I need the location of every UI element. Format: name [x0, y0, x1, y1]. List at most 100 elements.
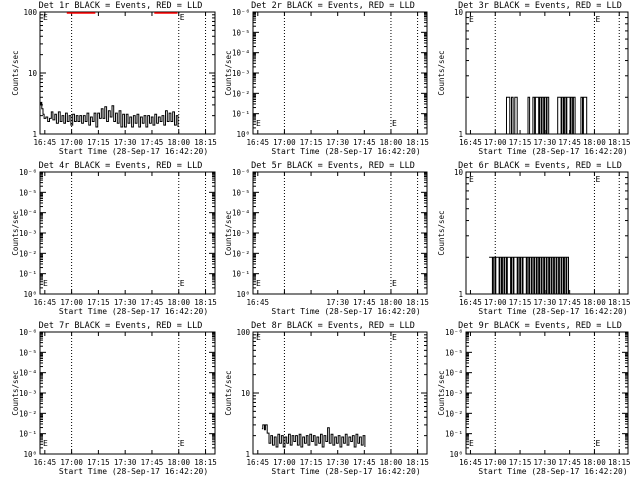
error-marker-icon: E: [180, 439, 185, 448]
y-tick-label: 10⁻⁴: [232, 49, 250, 58]
error-marker-icon: E: [256, 279, 261, 288]
error-marker-icon: E: [392, 119, 397, 128]
error-marker-icon: E: [392, 279, 397, 288]
error-marker-icon: E: [469, 175, 474, 184]
y-tick-label: 10: [241, 389, 251, 398]
x-tick-label: 18:15: [406, 298, 429, 307]
panel-title: Det 8r BLACK = Events, RED = LLD: [251, 321, 415, 331]
x-tick-label: 18:15: [406, 138, 429, 147]
panel-title: Det 3r BLACK = Events, RED = LLD: [458, 1, 622, 11]
y-axis-label: Counts/sec: [437, 210, 446, 255]
y-tick-label: 10⁻⁶: [19, 168, 37, 177]
x-tick-label: 16:45: [459, 138, 482, 147]
error-marker-icon: E: [256, 119, 261, 128]
x-tick-label: 17:45: [353, 138, 376, 147]
events-series-line: [505, 96, 588, 135]
y-axis-label: Counts/sec: [437, 50, 446, 95]
y-tick-label: 10⁻⁴: [19, 209, 37, 218]
x-tick-label: 18:00: [167, 138, 190, 147]
x-tick-label: 17:00: [273, 458, 296, 467]
y-tick-label: 1: [32, 130, 37, 139]
error-marker-icon: E: [392, 333, 397, 342]
error-marker-icon: E: [469, 439, 474, 448]
x-tick-label: 17:00: [484, 138, 507, 147]
x-tick-label: 16:45: [459, 458, 482, 467]
x-tick-label: 18:15: [194, 458, 217, 467]
events-series-line: [40, 101, 179, 128]
x-tick-label: 17:30: [534, 138, 557, 147]
error-marker-icon: E: [469, 15, 474, 24]
x-tick-label: 17:15: [87, 458, 110, 467]
y-tick-label: 10: [454, 8, 464, 17]
x-axis-label: Start Time (28-Sep-17 16:42:20): [271, 147, 420, 156]
x-tick-label: 17:30: [534, 298, 557, 307]
y-tick-label: 10⁻⁵: [232, 188, 250, 197]
y-tick-label: 10⁰: [236, 130, 250, 139]
error-marker-icon: E: [43, 13, 48, 22]
y-tick-label: 10: [454, 168, 464, 177]
x-tick-label: 17:00: [60, 138, 83, 147]
y-tick-label: 10⁻¹: [232, 270, 250, 279]
x-tick-label: 18:00: [583, 298, 606, 307]
x-tick-label: 18:00: [380, 138, 403, 147]
x-tick-label: 17:45: [353, 298, 376, 307]
y-axis-label: Counts/sec: [224, 210, 233, 255]
x-tick-label: 17:15: [509, 298, 532, 307]
x-tick-label: 17:30: [326, 138, 349, 147]
x-tick-label: 17:15: [87, 138, 110, 147]
y-tick-label: 1: [458, 290, 463, 299]
x-tick-label: 18:15: [608, 138, 631, 147]
x-tick-label: 16:45: [459, 298, 482, 307]
y-tick-label: 10⁰: [236, 290, 250, 299]
y-tick-label: 10⁻¹: [19, 430, 37, 439]
events-series-line: [261, 424, 366, 448]
error-marker-icon: E: [180, 13, 185, 22]
error-marker-icon: E: [595, 439, 600, 448]
x-tick-label: 18:00: [167, 298, 190, 307]
y-tick-label: 10⁻¹: [19, 270, 37, 279]
x-tick-label: 18:00: [380, 298, 403, 307]
y-tick-label: 10⁻²: [19, 249, 37, 258]
panel-title: Det 5r BLACK = Events, RED = LLD: [251, 161, 415, 171]
x-tick-label: 18:00: [167, 458, 190, 467]
panel-title: Det 7r BLACK = Events, RED = LLD: [39, 321, 203, 331]
y-axis-label: Counts/sec: [11, 210, 20, 255]
y-tick-label: 10⁻²: [232, 249, 250, 258]
y-tick-label: 10⁻³: [232, 229, 250, 238]
y-tick-label: 10⁻⁵: [19, 348, 37, 357]
x-tick-label: 18:15: [194, 138, 217, 147]
x-tick-label: 17:15: [300, 138, 323, 147]
x-tick-label: 17:30: [114, 138, 137, 147]
x-tick-label: 17:15: [509, 138, 532, 147]
x-axis-label: Start Time (28-Sep-17 16:42:20): [59, 147, 208, 156]
error-marker-icon: E: [595, 15, 600, 24]
x-tick-label: 17:30: [326, 298, 349, 307]
x-tick-label: 17:00: [484, 298, 507, 307]
y-tick-label: 10: [28, 69, 38, 78]
x-axis-label: Start Time (28-Sep-17 16:42:20): [478, 467, 627, 476]
x-tick-label: 16:45: [247, 138, 270, 147]
x-axis-label: Start Time (28-Sep-17 16:42:20): [478, 307, 627, 316]
x-axis-label: Start Time (28-Sep-17 16:42:20): [271, 307, 420, 316]
y-axis-label: Counts/sec: [11, 370, 20, 415]
x-axis-label: Start Time (28-Sep-17 16:42:20): [59, 467, 208, 476]
x-tick-label: 17:45: [558, 458, 581, 467]
y-tick-label: 10⁻⁴: [232, 209, 250, 218]
x-tick-label: 18:00: [583, 138, 606, 147]
x-axis-label: Start Time (28-Sep-17 16:42:20): [59, 307, 208, 316]
x-tick-label: 18:15: [194, 298, 217, 307]
x-tick-label: 17:30: [326, 458, 349, 467]
x-tick-label: 16:45: [34, 138, 57, 147]
y-tick-label: 10⁻⁵: [445, 348, 463, 357]
x-axis-label: Start Time (28-Sep-17 16:42:20): [271, 467, 420, 476]
x-tick-label: 16:45: [247, 298, 270, 307]
x-tick-label: 17:15: [87, 298, 110, 307]
y-tick-label: 10⁰: [23, 450, 37, 459]
panel-det-5: Det 5r BLACK = Events, RED = LLD 16:45 17:…: [224, 161, 429, 316]
y-tick-label: 10⁻³: [232, 69, 250, 78]
